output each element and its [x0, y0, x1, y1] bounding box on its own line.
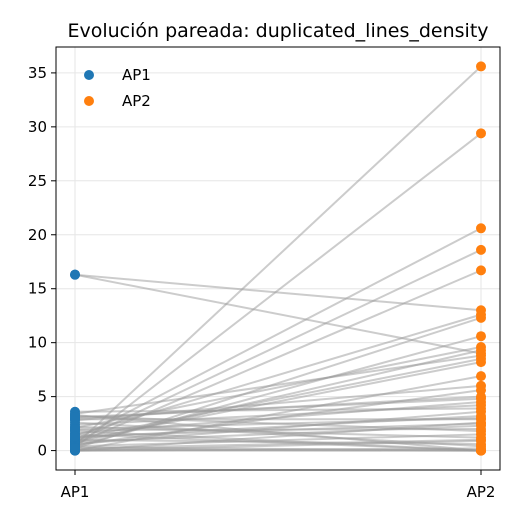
pair-line [74, 273, 482, 312]
y-tick-label: 10 [28, 334, 47, 352]
y-tick-label: 25 [28, 172, 47, 190]
point-ap1 [70, 431, 80, 442]
y-tick-label: 35 [28, 64, 47, 82]
point-ap2 [476, 223, 486, 234]
pair-line [74, 421, 482, 452]
point-ap1 [70, 412, 80, 423]
pair-line [74, 397, 482, 419]
legend-marker [84, 70, 94, 80]
legend-label: AP1 [122, 66, 151, 84]
point-ap2 [476, 393, 486, 404]
point-ap2 [476, 371, 486, 382]
plot-area [55, 46, 501, 471]
y-tick-label: 20 [28, 226, 47, 244]
y-tick-label: 5 [37, 388, 47, 406]
point-ap2 [476, 128, 486, 139]
pair-line [74, 248, 482, 443]
point-ap2 [476, 61, 486, 72]
pair-line [74, 413, 482, 452]
point-ap2 [476, 418, 486, 429]
point-ap1 [70, 423, 80, 434]
point-ap2 [476, 357, 486, 368]
point-ap2 [476, 443, 486, 454]
point-ap2 [476, 434, 486, 445]
pair-line [74, 357, 482, 440]
pair-line [74, 438, 482, 450]
point-ap2 [476, 309, 486, 320]
pair-line [74, 65, 482, 446]
pair-line [74, 132, 482, 449]
pair-line [74, 447, 482, 452]
point-ap1 [70, 269, 80, 280]
pair-line [74, 273, 482, 355]
legend-label: AP2 [122, 92, 151, 110]
legend-marker [84, 96, 94, 106]
x-tick-label: AP2 [467, 483, 496, 501]
pair-line [74, 422, 482, 438]
point-ap2 [476, 244, 486, 255]
pair-line [74, 354, 482, 415]
y-tick-label: 30 [28, 118, 47, 136]
y-tick-label: 15 [28, 280, 47, 298]
x-tick-label: AP1 [61, 483, 90, 501]
point-ap2 [476, 331, 486, 342]
pair-line [74, 417, 482, 430]
point-ap1 [70, 443, 80, 454]
chart-title: Evolución pareada: duplicated_lines_dens… [67, 20, 488, 42]
point-ap2 [476, 265, 486, 276]
pair-line [74, 407, 482, 413]
y-tick-label: 0 [37, 442, 47, 460]
axes-frame [55, 46, 501, 471]
